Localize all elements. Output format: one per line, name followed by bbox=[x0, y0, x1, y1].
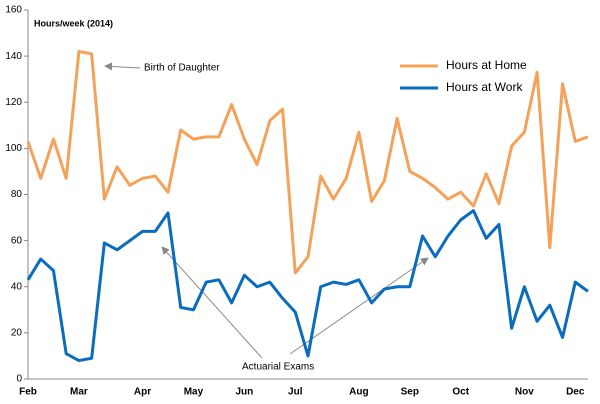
y-tick-label: 40 bbox=[11, 281, 23, 292]
x-tick-label: Nov bbox=[515, 387, 534, 398]
x-tick-label: Apr bbox=[134, 387, 151, 398]
y-tick-label: 60 bbox=[11, 235, 23, 246]
legend-label: Hours at Work bbox=[446, 80, 523, 94]
annotation-arrow bbox=[104, 62, 141, 71]
x-tick-label: Mar bbox=[70, 387, 88, 398]
line-series bbox=[26, 209, 589, 363]
y-tick-label: 160 bbox=[5, 5, 22, 16]
x-tick-label: May bbox=[184, 387, 204, 398]
y-tick-label: 100 bbox=[5, 143, 22, 154]
x-tick-label: Dec bbox=[566, 387, 585, 398]
annotation-arrow bbox=[289, 257, 429, 355]
x-tick-label: Jul bbox=[288, 387, 303, 398]
y-tick-label: 20 bbox=[11, 328, 23, 339]
legend-label: Hours at Home bbox=[446, 58, 527, 72]
y-tick-label: 120 bbox=[5, 97, 22, 108]
x-tick-label: Sep bbox=[401, 387, 419, 398]
y-tick-label: 140 bbox=[5, 51, 22, 62]
annotation: Actuarial Exams bbox=[242, 362, 314, 373]
y-tick-label: 0 bbox=[16, 374, 22, 385]
y-tick-label: 80 bbox=[11, 189, 23, 200]
x-tick-label: Oct bbox=[452, 387, 469, 398]
x-tick-label: Jun bbox=[235, 387, 253, 398]
y-axis-label: Hours/week (2014) bbox=[34, 18, 113, 28]
annotation-arrow bbox=[161, 246, 263, 359]
x-tick-label: Feb bbox=[19, 387, 37, 398]
x-tick-label: Aug bbox=[349, 387, 368, 398]
annotation: Birth of Daughter bbox=[144, 63, 220, 74]
line-series bbox=[26, 50, 589, 275]
